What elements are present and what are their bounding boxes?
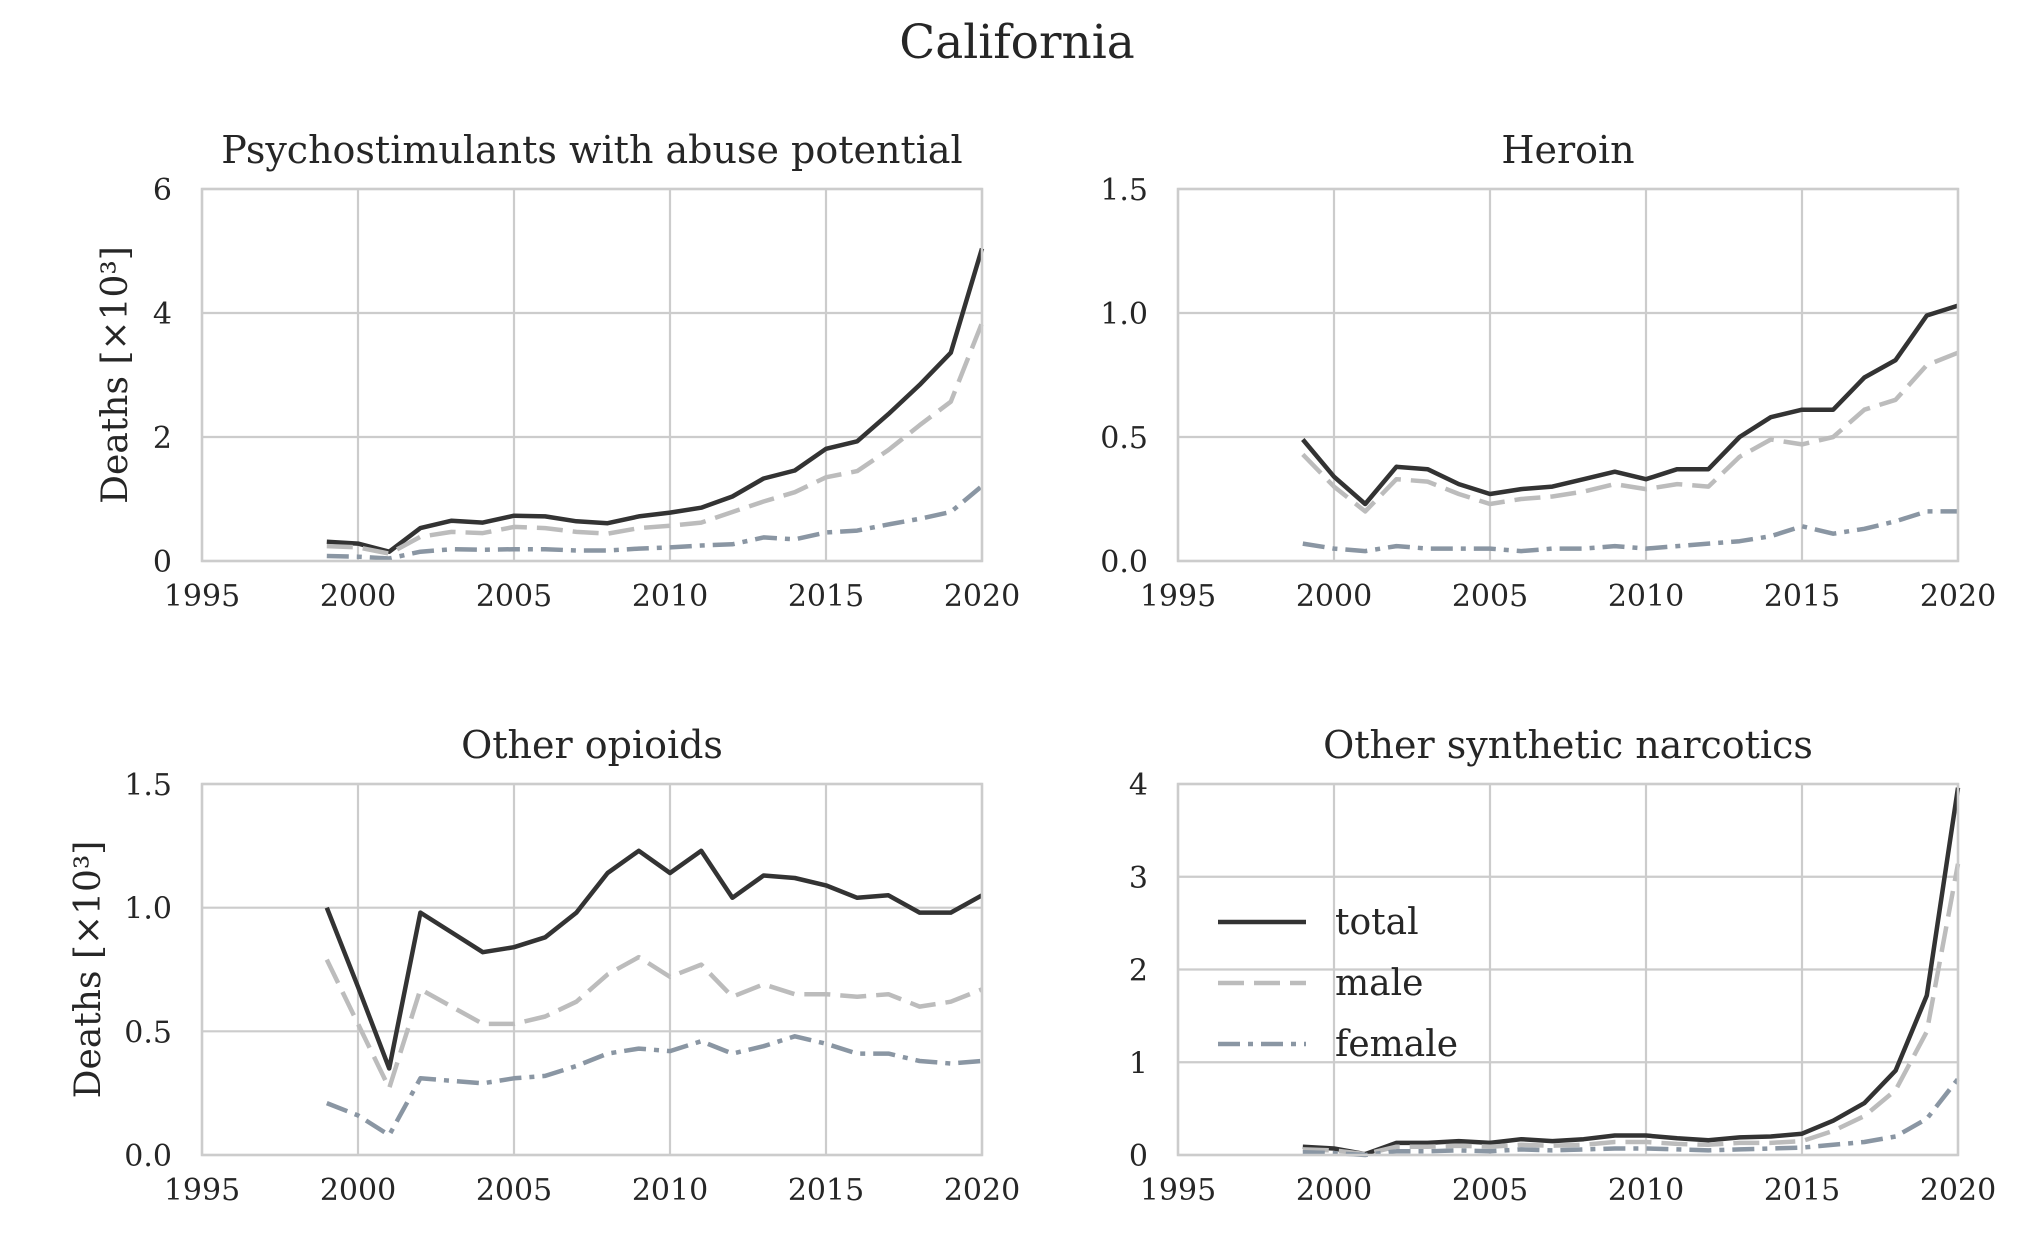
y-tick-label: 1.0 xyxy=(124,892,172,927)
panel-title: Other opioids xyxy=(461,723,723,767)
series-line-female xyxy=(325,1034,983,1138)
panel-title: Other synthetic narcotics xyxy=(1323,723,1813,767)
figure-title: California xyxy=(899,15,1135,70)
x-tick-label: 2000 xyxy=(1296,579,1372,614)
y-tick-label: 1.0 xyxy=(1100,297,1148,332)
x-tick-label: 2000 xyxy=(320,1173,396,1208)
x-tick-label: 2020 xyxy=(944,579,1020,614)
panel-3: 1995 2000 2005 2010 2015 2020 0.0 0.5 1.0 1.5 Othe… xyxy=(68,723,1020,1208)
x-tick-label: 2005 xyxy=(476,579,552,614)
y-tick-label: 6 xyxy=(153,173,172,208)
series-line-female xyxy=(326,484,984,561)
x-tick-label: 1995 xyxy=(1140,579,1216,614)
panel-title: Heroin xyxy=(1501,128,1634,172)
series-line-female xyxy=(1302,1077,1960,1158)
series-line-male xyxy=(1301,350,1959,514)
panel-4: 1995 2000 2005 2010 2015 2020 0 1 2 3 4 Other synth… xyxy=(1129,723,1996,1208)
y-tick-label: 0.5 xyxy=(124,1015,172,1050)
legend: total male female xyxy=(1218,902,1458,1065)
y-axis-label: Deaths [×10³] xyxy=(95,246,136,504)
x-tick-label: 2020 xyxy=(1920,579,1996,614)
y-tick-label: 3 xyxy=(1129,861,1148,896)
x-tick-label: 2010 xyxy=(1608,579,1684,614)
y-tick-label: 1 xyxy=(1129,1046,1148,1081)
series-line-total xyxy=(324,848,984,1071)
panel-title: Psychostimulants with abuse potential xyxy=(221,128,962,172)
y-tick-label: 1.5 xyxy=(1100,173,1148,208)
x-tick-label: 2020 xyxy=(1920,1173,1996,1208)
x-tick-label: 2005 xyxy=(1452,1173,1528,1208)
x-tick-label: 2000 xyxy=(320,579,396,614)
y-tick-label: 4 xyxy=(1129,768,1148,803)
y-axis-label: Deaths [×10³] xyxy=(68,841,109,1099)
y-tick-label: 0.0 xyxy=(1100,545,1148,580)
series-line-total xyxy=(326,247,985,554)
y-tick-label: 2 xyxy=(153,421,172,456)
x-tick-label: 2010 xyxy=(1608,1173,1684,1208)
series-line-male xyxy=(1302,863,1961,1157)
x-tick-label: 2005 xyxy=(476,1173,552,1208)
panel-1: 1995 2000 2005 2010 2015 2020 0 2 4 6 Psychostimul… xyxy=(95,128,1020,614)
y-tick-label: 0 xyxy=(153,545,172,580)
x-tick-label: 1995 xyxy=(1140,1173,1216,1208)
x-tick-label: 2015 xyxy=(1764,579,1840,614)
y-tick-label: 2 xyxy=(1129,954,1148,989)
series-line-male xyxy=(326,322,985,556)
y-tick-label: 4 xyxy=(153,297,172,332)
legend-label-male: male xyxy=(1335,963,1423,1004)
x-tick-label: 2010 xyxy=(632,579,708,614)
axes-frame xyxy=(200,782,984,1157)
x-tick-label: 2015 xyxy=(788,579,864,614)
y-tick-label: 0.0 xyxy=(124,1139,172,1174)
x-tick-label: 2010 xyxy=(632,1173,708,1208)
panels: 1995 2000 2005 2010 2015 2020 0 2 4 6 Psychostimul… xyxy=(68,128,1996,1208)
x-tick-label: 2020 xyxy=(944,1173,1020,1208)
x-tick-label: 1995 xyxy=(164,579,240,614)
x-tick-label: 2015 xyxy=(1764,1173,1840,1208)
series-line-total xyxy=(1302,787,1961,1157)
panel-2: 1995 2000 2005 2010 2015 2020 0.0 0.5 1.0 1.5 Hero… xyxy=(1100,128,1996,614)
axes-frame xyxy=(1176,782,1960,1157)
legend-label-total: total xyxy=(1335,902,1419,943)
x-tick-label: 2005 xyxy=(1452,579,1528,614)
axes-frame xyxy=(200,187,984,563)
y-tick-label: 1.5 xyxy=(124,768,172,803)
y-tick-label: 0.5 xyxy=(1100,421,1148,456)
series-line-female xyxy=(1302,509,1958,554)
x-tick-label: 2015 xyxy=(788,1173,864,1208)
axes-frame xyxy=(1176,187,1960,563)
series-line-male xyxy=(324,954,983,1091)
series-line-total xyxy=(1301,303,1959,507)
x-tick-label: 1995 xyxy=(164,1173,240,1208)
y-tick-label: 0 xyxy=(1129,1139,1148,1174)
legend-label-female: female xyxy=(1335,1024,1458,1065)
x-tick-label: 2000 xyxy=(1296,1173,1372,1208)
